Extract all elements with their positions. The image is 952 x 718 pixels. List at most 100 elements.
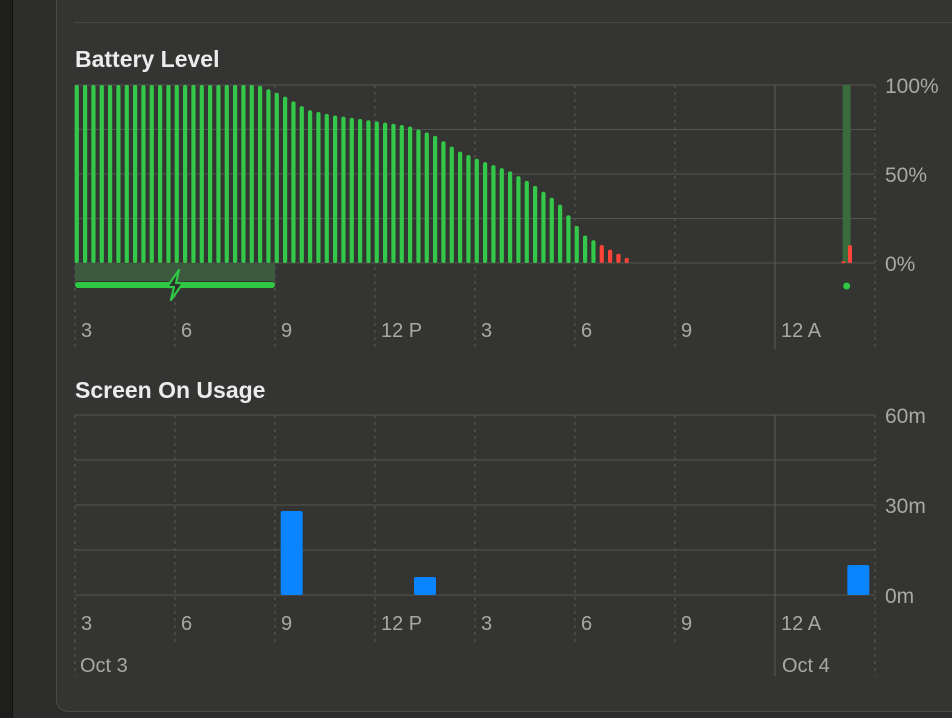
battery-bar [458, 151, 463, 263]
y-tick-label: 50% [885, 164, 927, 187]
x-tick-label: 3 [81, 613, 92, 635]
battery-bar [174, 85, 179, 263]
battery-bar [508, 171, 513, 263]
battery-bar [233, 85, 238, 263]
battery-bar [183, 85, 188, 263]
date-label: Oct 3 [80, 655, 128, 677]
battery-bar [258, 85, 263, 263]
x-tick-label: 6 [581, 320, 592, 342]
battery-bar [616, 253, 621, 263]
battery-bar [358, 119, 363, 263]
x-tick-label: 9 [681, 320, 692, 342]
battery-bar [274, 92, 279, 263]
battery-bar [583, 235, 588, 263]
battery-bar [83, 85, 88, 263]
battery-bar [541, 191, 546, 263]
battery-bar [216, 85, 221, 263]
battery-bar [149, 85, 154, 263]
battery-bar [524, 180, 529, 263]
battery-bar [291, 101, 296, 263]
battery-bar [133, 85, 138, 263]
y-tick-label: 0m [885, 585, 914, 608]
battery-bar [166, 85, 171, 263]
battery-bar [316, 112, 321, 263]
battery-bar [324, 113, 329, 263]
battery-bar [299, 106, 304, 263]
battery-bar [608, 249, 613, 263]
usage-x-ticks: 3 6 9 12 P 3 6 9 12 A Oct 3 Oct 4 [80, 613, 830, 677]
battery-bars [74, 85, 852, 302]
x-tick-label: 12 P [381, 613, 422, 635]
battery-bar [558, 204, 563, 263]
battery-bar [624, 257, 629, 263]
battery-bar [283, 96, 288, 263]
battery-bar [74, 85, 79, 263]
x-tick-label: 3 [481, 613, 492, 635]
charging-dot [843, 282, 851, 290]
battery-bar [566, 215, 571, 263]
battery-bar [441, 141, 446, 263]
battery-y-ticks: 100% 50% 0% [885, 75, 939, 276]
battery-bar [416, 129, 421, 263]
late-charging-column [842, 85, 851, 263]
x-tick-label: 9 [281, 320, 292, 342]
battery-bar [116, 85, 121, 263]
battery-bar [224, 85, 229, 263]
y-tick-label: 60m [885, 405, 926, 428]
battery-bar [208, 85, 213, 263]
battery-bar [424, 132, 429, 263]
battery-bar [533, 185, 538, 263]
x-tick-label: 12 A [781, 613, 822, 635]
x-tick-label: 6 [181, 320, 192, 342]
battery-x-ticks: 3 6 9 12 P 3 6 9 12 A [81, 320, 822, 342]
x-tick-label: 3 [81, 320, 92, 342]
battery-bar [374, 121, 379, 263]
usage-grid [74, 414, 876, 676]
window-left-edge [0, 0, 13, 718]
x-tick-label: 9 [681, 613, 692, 635]
battery-bar [191, 85, 196, 263]
battery-bar [474, 158, 479, 263]
usage-bar [847, 565, 870, 595]
battery-bar [249, 85, 254, 263]
battery-bar [124, 85, 129, 263]
battery-bar [241, 85, 246, 263]
x-tick-label: 3 [481, 320, 492, 342]
battery-bar [591, 240, 596, 263]
lightning-bolt-icon [165, 268, 185, 302]
battery-bar [433, 135, 438, 263]
battery-bar [199, 85, 204, 263]
usage-bar [414, 577, 436, 595]
battery-bar [491, 165, 496, 263]
battery-bar [366, 120, 371, 263]
battery-bar [391, 123, 396, 263]
y-tick-label: 30m [885, 495, 926, 518]
battery-bar [449, 146, 454, 263]
battery-bar [99, 85, 104, 263]
battery-bar [483, 162, 488, 263]
usage-bars [280, 511, 870, 595]
charging-band [75, 263, 275, 281]
battery-bar [408, 126, 413, 264]
x-tick-label: 6 [181, 613, 192, 635]
battery-bar [549, 197, 554, 263]
battery-level-title: Battery Level [75, 46, 220, 72]
screen-on-usage-title: Screen On Usage [75, 377, 266, 403]
battery-bar-late [841, 261, 846, 264]
battery-panel [56, 0, 952, 712]
battery-bar [333, 115, 338, 263]
battery-bar [158, 85, 163, 263]
battery-bar-late [848, 245, 852, 263]
x-tick-label: 6 [581, 613, 592, 635]
x-tick-label: 12 P [381, 320, 422, 342]
y-tick-label: 100% [885, 75, 939, 98]
date-label: Oct 4 [782, 655, 830, 677]
x-tick-label: 12 A [781, 320, 822, 342]
battery-bar [349, 117, 354, 263]
battery-bar [91, 85, 96, 263]
battery-bar [466, 155, 471, 263]
x-tick-label: 9 [281, 613, 292, 635]
battery-bar [266, 89, 271, 263]
top-divider [74, 22, 952, 23]
